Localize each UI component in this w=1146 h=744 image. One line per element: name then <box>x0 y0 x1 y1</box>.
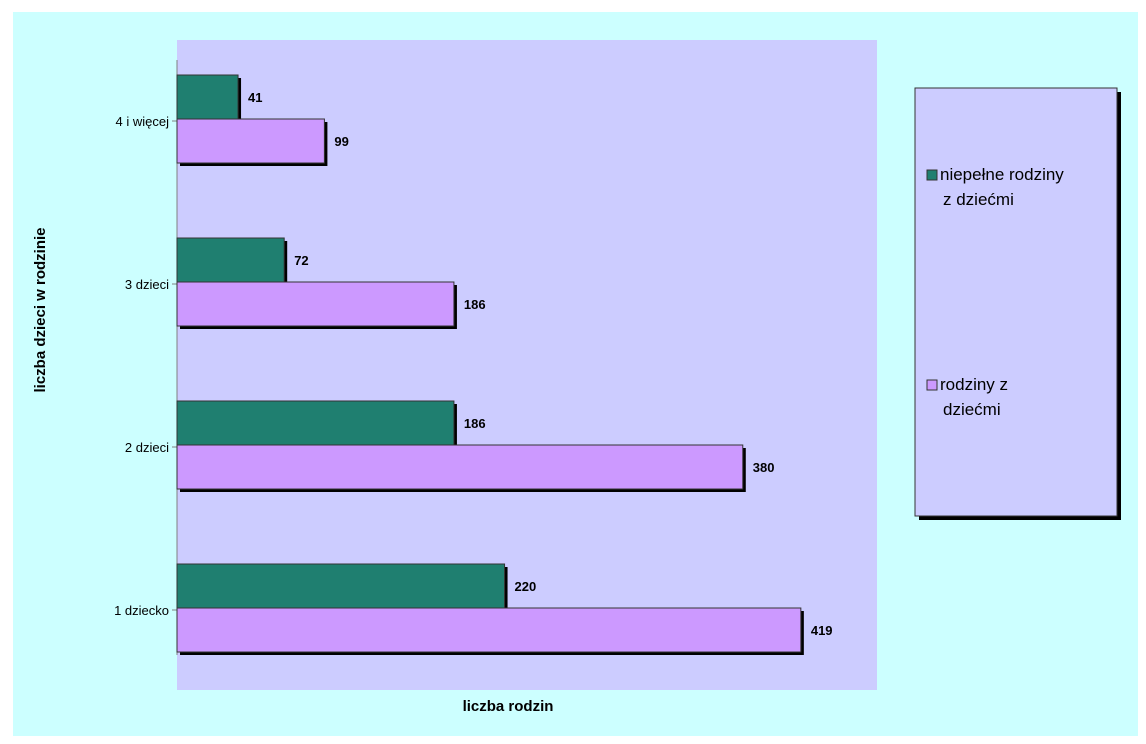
y-axis-title: liczba dzieci w rodzinie <box>32 227 49 392</box>
bar <box>176 563 506 609</box>
data-label: 41 <box>248 90 262 105</box>
category-label: 1 dziecko <box>114 603 169 618</box>
bar <box>176 607 802 653</box>
data-label: 99 <box>334 134 348 149</box>
bar <box>176 281 455 327</box>
data-label: 186 <box>464 297 486 312</box>
legend: niepełne rodziny z dziećmi rodziny z dziećm… <box>914 87 1121 520</box>
data-label: 419 <box>811 623 833 638</box>
legend-label: niepełne rodziny z dziećmi <box>940 165 1064 209</box>
category-label: 3 dzieci <box>125 277 169 292</box>
bars <box>176 74 804 655</box>
legend-box <box>914 87 1118 517</box>
x-axis-title: liczba rodzin <box>463 698 554 715</box>
data-label: 72 <box>294 253 308 268</box>
bar <box>176 237 285 283</box>
data-label: 380 <box>753 460 775 475</box>
data-label: 220 <box>515 579 537 594</box>
data-label: 186 <box>464 416 486 431</box>
category-label: 4 i więcej <box>116 114 170 129</box>
bar <box>176 400 455 446</box>
legend-swatch <box>926 169 938 181</box>
category-label: 2 dzieci <box>125 440 169 455</box>
bar <box>176 74 239 120</box>
legend-swatch <box>926 379 938 391</box>
bar <box>176 118 325 164</box>
bar <box>176 444 744 490</box>
labels: 1 dziecko 220 419 2 dzieci 186 380 3 dzieci 72 1… <box>114 90 832 638</box>
legend-label: rodziny z dziećmi <box>940 375 1008 419</box>
